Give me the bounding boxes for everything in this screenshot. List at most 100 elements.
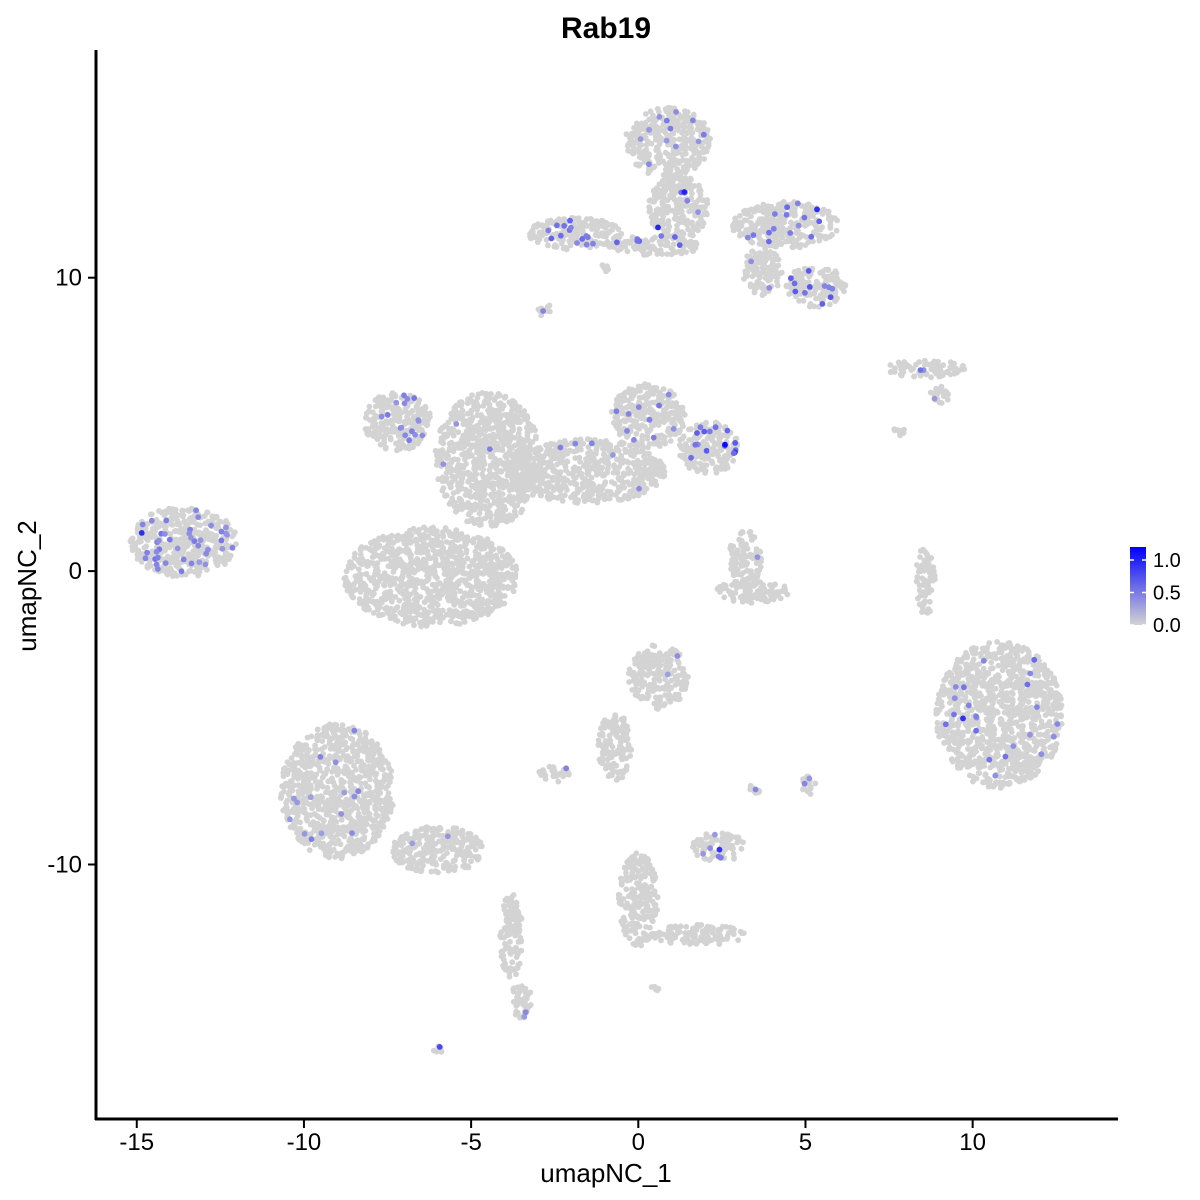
cell-point [494, 508, 501, 515]
cell-point [461, 502, 468, 509]
cell-point [213, 559, 220, 566]
cell-point [312, 801, 319, 808]
cell-point [181, 528, 188, 535]
cell-point [331, 721, 338, 728]
cell-point [644, 153, 651, 160]
cell-point [365, 749, 372, 756]
cell-point [499, 504, 506, 510]
cell-point [467, 423, 474, 429]
cell-point [635, 476, 642, 483]
cell-point [623, 449, 629, 455]
cell-point [469, 558, 475, 565]
cell-point [439, 555, 446, 562]
cell-point [550, 487, 557, 493]
cell-point [502, 393, 509, 400]
cell-point [363, 414, 369, 421]
cell-point [438, 438, 444, 445]
cell-point [407, 848, 414, 854]
cell-point [355, 813, 362, 820]
cell-point [692, 459, 698, 466]
cell-point [630, 150, 637, 157]
cell-point [722, 466, 729, 472]
cell-point [162, 541, 169, 548]
cell-point [401, 561, 407, 568]
cell-point [314, 762, 321, 768]
cell-point [447, 567, 454, 574]
cell-point [408, 552, 414, 558]
cell-point [376, 751, 383, 757]
cell-point [525, 465, 532, 471]
cell-point [368, 540, 375, 546]
cell-point [660, 194, 667, 201]
cell-point [385, 761, 391, 767]
cell-point [427, 414, 433, 420]
cell-point [667, 132, 674, 139]
cell-point [320, 846, 327, 852]
cell-point [450, 858, 457, 864]
cell-point [331, 815, 338, 821]
background-points-layer [127, 104, 1065, 1055]
cell-point [466, 563, 473, 570]
cell-point [498, 565, 505, 571]
cell-point [395, 532, 401, 539]
cell-point [475, 488, 482, 495]
cell-point [436, 589, 442, 595]
cell-point [423, 527, 430, 533]
cell-point [681, 123, 688, 130]
cell-point [382, 399, 389, 406]
cell-point [291, 825, 297, 831]
cell-point [368, 738, 375, 744]
cell-point [379, 423, 385, 430]
cell-point [463, 547, 470, 554]
cell-point [589, 497, 595, 504]
cell-point [420, 862, 426, 869]
cell-point [520, 483, 527, 490]
cell-point [423, 560, 429, 566]
cell-point [576, 470, 583, 477]
cell-point [617, 428, 623, 435]
cell-point [383, 785, 389, 792]
cell-point [592, 459, 598, 465]
cell-point [417, 593, 424, 600]
cell-point [369, 794, 376, 801]
cell-point [475, 855, 482, 861]
cell-point [141, 544, 148, 551]
cell-point [307, 782, 314, 789]
cell-point [499, 576, 505, 583]
cell-point [483, 435, 489, 442]
cell-point [383, 796, 390, 802]
cell-point [457, 598, 464, 605]
cell-point [430, 606, 437, 613]
cell-point [455, 411, 462, 417]
cell-point [529, 439, 536, 445]
cell-point [680, 433, 687, 440]
cell-point [295, 808, 302, 815]
cell-point [512, 571, 519, 578]
cell-point [387, 582, 394, 589]
cell-point [390, 562, 396, 569]
cell-point [375, 578, 382, 585]
cell-point [516, 446, 523, 453]
cell-point [615, 447, 622, 454]
cell-point [478, 516, 485, 523]
cell-point [370, 825, 376, 831]
cell-point [413, 404, 420, 410]
cell-point [301, 774, 308, 781]
cell-point [487, 599, 493, 605]
cell-point [329, 829, 335, 835]
cell-point [417, 536, 424, 543]
cell-point [432, 573, 439, 580]
cell-point [183, 523, 189, 530]
cell-point [302, 744, 308, 751]
cell-point [346, 837, 352, 844]
cell-point [475, 601, 482, 608]
cell-point [369, 575, 376, 582]
cell-point [639, 441, 645, 447]
cell-point [671, 161, 678, 168]
cell-point [388, 532, 395, 539]
cell-point [205, 530, 212, 537]
cell-point [411, 559, 417, 566]
cell-point [461, 619, 468, 625]
cell-point [437, 619, 443, 626]
cell-point [624, 495, 631, 501]
